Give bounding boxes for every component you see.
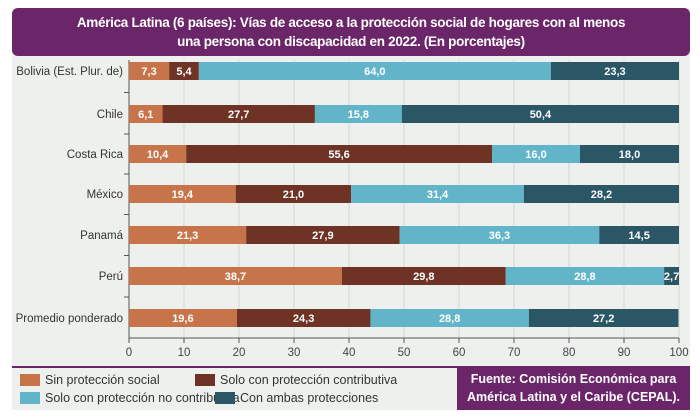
bar-segment [129,309,237,327]
legend-label: Solo con protección no contributiva [45,391,240,405]
data-label: 21,3 [177,230,198,242]
data-label: 50,4 [530,109,552,121]
bar-segment [523,185,679,203]
bar-segment [236,309,371,327]
x-tick-label: 40 [343,347,356,359]
bar-segment [314,105,402,123]
x-tick-label: 70 [508,347,521,359]
source-note: Fuente: Comisión Económica para América … [457,366,690,410]
source-line-1: Fuente: Comisión Económica para [470,372,677,386]
data-label: 5,4 [176,66,192,78]
bar-segment [129,62,170,80]
data-label: 38,7 [225,271,246,283]
legend-swatch [20,374,40,386]
bar-segment [370,309,529,327]
data-label: 36,3 [489,230,510,242]
bar-segment [664,267,679,285]
data-label: 27,2 [593,313,614,325]
legend-item-sin: Sin protección social [20,373,160,387]
data-label: 64,0 [364,66,385,78]
x-tick-label: 30 [288,347,301,359]
bar-segment [162,105,315,123]
x-tick-label: 10 [178,347,191,359]
legend-item-no-contributiva: Solo con protección no contributiva [20,391,240,405]
x-tick-label: 100 [669,347,688,359]
x-tick-label: 20 [233,347,246,359]
legend-label: Sin protección social [45,373,160,387]
data-label: 6,1 [138,109,153,121]
bar-segment [599,226,679,244]
data-label: 28,8 [439,313,460,325]
legend-label: Solo con protección contributiva [220,373,398,387]
bar-segment [186,145,492,163]
category-label: Promedio ponderado [16,313,123,325]
category-label: Panamá [80,230,123,242]
legend-swatch [195,374,215,386]
bar-segment [169,62,199,80]
legend-item-ambas: Con ambas protecciones [215,391,378,405]
data-label: 27,9 [312,230,333,242]
category-label: Chile [97,109,123,121]
data-label: 14,5 [628,230,649,242]
data-label: 10,4 [147,149,169,161]
bar-segment [129,105,163,123]
x-tick-label: 60 [453,347,466,359]
data-label: 18,0 [619,149,640,161]
bar-segment [129,267,342,285]
bar-segment [528,309,679,327]
bar-segment [505,267,665,285]
bar-segment [401,105,679,123]
bar-segment [129,145,187,163]
data-label: 15,8 [348,109,369,121]
legend-swatch [215,392,235,404]
category-label: México [87,189,123,201]
bar-segment [246,226,400,244]
data-label: 2,7 [664,271,679,283]
data-label: 55,6 [328,149,349,161]
bar-segment [351,185,524,203]
source-line-2: América Latina y el Caribe (CEPAL). [466,390,681,404]
category-label: Bolivia (Est. Plur. de) [16,66,123,78]
bar-segment [129,226,247,244]
data-label: 29,8 [413,271,434,283]
data-label: 31,4 [427,189,449,201]
chart-title: América Latina (6 países): Vías de acces… [12,8,690,56]
data-label: 24,3 [293,313,314,325]
bar-segment [341,267,506,285]
legend-swatch [20,392,40,404]
category-label: Perú [99,271,123,283]
data-label: 16,0 [525,149,546,161]
legend: Sin protección social Solo con protecció… [12,366,457,412]
bar-segment [492,145,580,163]
data-label: 27,7 [228,109,249,121]
legend-item-contributiva: Solo con protección contributiva [195,373,397,387]
data-label: 7,3 [141,66,156,78]
bar-segment [550,62,679,80]
data-label: 23,3 [604,66,625,78]
bar-segment [235,185,352,203]
x-tick-label: 0 [126,347,132,359]
bar-segment [129,185,236,203]
data-label: 28,2 [591,189,612,201]
bar-segment [198,62,551,80]
bar-segment [580,145,679,163]
bar-segment [399,226,600,244]
data-label: 28,8 [574,271,595,283]
x-tick-label: 50 [398,347,411,359]
category-label: Costa Rica [67,149,124,161]
title-line-2: una persona con discapacidad en 2022. (E… [177,34,525,49]
x-tick-label: 90 [618,347,631,359]
data-label: 19,4 [172,189,194,201]
x-tick-label: 80 [563,347,576,359]
data-label: 21,0 [283,189,304,201]
title-line-1: América Latina (6 países): Vías de acces… [76,15,626,30]
legend-label: Con ambas protecciones [240,391,379,405]
data-label: 19,6 [172,313,193,325]
